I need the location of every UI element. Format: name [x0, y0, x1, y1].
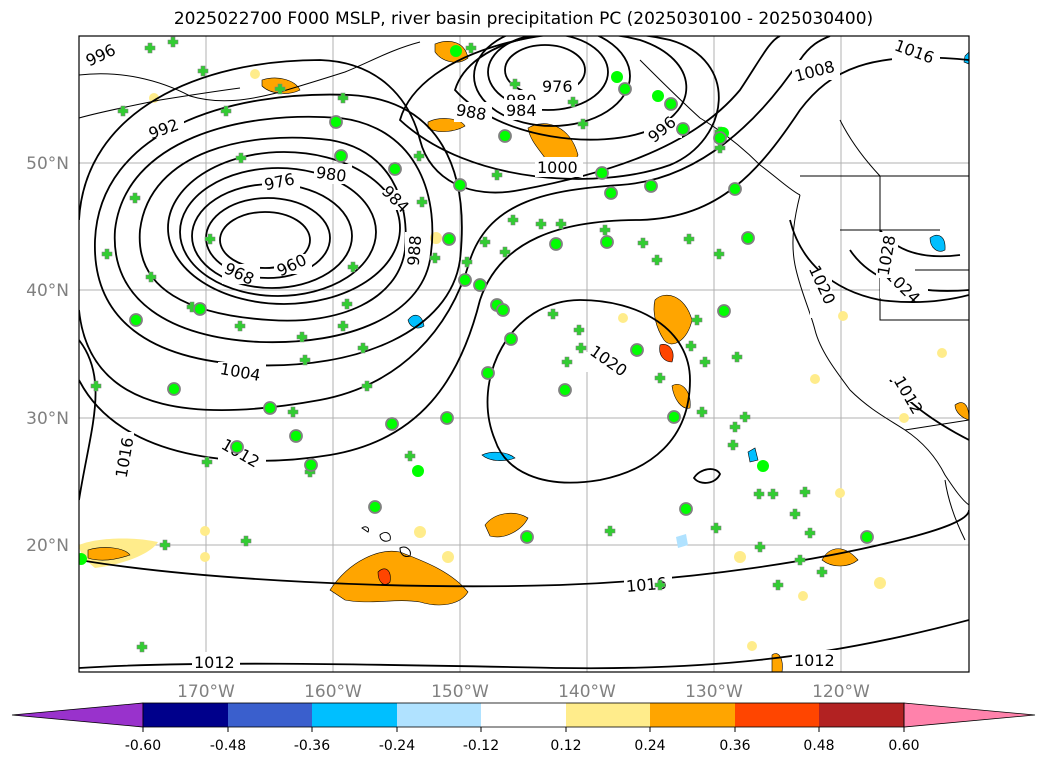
precip-area-east2: [671, 384, 691, 409]
colorbar: -0.60 -0.48 -0.36 -0.24 -0.12 0.12 0.24 …: [11, 702, 1036, 754]
colorbar-tick-label: 0.36: [719, 738, 750, 754]
precip-neg-4: [747, 447, 759, 463]
lon-label-150w: 150°W: [431, 682, 489, 702]
isobar-label-1000: 1000: [537, 158, 578, 177]
colorbar-ticks: [142, 727, 905, 732]
hawaii-island-1: [379, 532, 391, 542]
isobar-north-low-3: [473, 36, 631, 127]
isobar-label-1012-s1: 1012: [194, 653, 235, 672]
isobar-label-1012-s2: 1012: [794, 651, 835, 670]
lat-label-50n: 50°N: [26, 154, 69, 174]
colorbar-tick-label: 0.24: [634, 738, 665, 754]
precip-neg-1: [481, 451, 516, 461]
lat-label-20n: 20°N: [26, 536, 69, 556]
hawaii-island-3: [361, 526, 369, 533]
isobar-label-1016-s: 1016: [625, 573, 667, 595]
isobar-north-low-2: [487, 36, 609, 111]
isobar-1020: [486, 299, 691, 484]
colorbar-tick-label: 0.48: [803, 738, 834, 754]
colorbar-tick-labels: -0.60 -0.48 -0.36 -0.24 -0.12 0.12 0.24 …: [125, 738, 920, 754]
colorbar-extend-low: [11, 702, 144, 728]
isobar-low-8: [94, 93, 463, 367]
colorbar-bin-7: [650, 703, 735, 727]
lon-label-170w: 170°W: [177, 682, 235, 702]
isobar-1016-west: [79, 339, 97, 501]
colorbar-tick-label: 0.60: [888, 738, 919, 754]
colorbar-tick-label: 0.12: [550, 738, 581, 754]
isobar-1004: [79, 36, 781, 221]
precip-neg-3: [929, 235, 946, 252]
lat-label-40n: 40°N: [26, 281, 69, 301]
latitude-labels: 50°N 40°N 30°N 20°N: [26, 154, 69, 556]
colorbar-bin-1: [143, 703, 228, 727]
precip-area-mid: [484, 512, 529, 538]
precip-area-coast: [954, 402, 969, 421]
isobar-1020-east: [789, 219, 969, 303]
precip-area-se: [821, 548, 859, 567]
lon-label-130w: 130°W: [685, 682, 743, 702]
colorbar-frame: [142, 702, 905, 728]
coastline-baja: [944, 479, 966, 541]
colorbar-bin-2: [228, 703, 312, 727]
map-title: 2025022700 F000 MSLP, river basin precip…: [173, 9, 874, 29]
isobar-low-inner-4: [179, 167, 377, 297]
precip-neg-5: [676, 534, 688, 548]
longitude-labels: 170°W 160°W 150°W 140°W 130°W 120°W: [177, 682, 870, 702]
lon-label-140w: 140°W: [558, 682, 616, 702]
precip-core-east: [659, 344, 674, 363]
isobar-label-976-n: 976: [542, 77, 573, 96]
colorbar-tick-label: -0.24: [379, 738, 415, 754]
colorbar-tick-label: -0.12: [463, 738, 499, 754]
isobar-label-980-w: 980: [315, 163, 348, 186]
border-states-1: [879, 176, 969, 321]
map-background: [79, 36, 969, 672]
colorbar-bin-8: [735, 703, 819, 727]
colorbar-bin-4: [397, 703, 481, 727]
gridlines: [79, 36, 969, 672]
colorbar-bin-9: [819, 703, 904, 727]
isobar-label-988-w: 988: [404, 235, 426, 267]
colorbar-tick-label: -0.36: [294, 738, 330, 754]
precip-area-hawaii: [329, 550, 469, 606]
border-mexico: [904, 419, 969, 431]
isobar-1008: [79, 36, 831, 412]
hawaii-island-2: [399, 546, 411, 557]
colorbar-bin-3: [312, 703, 397, 727]
lon-label-160w: 160°W: [304, 682, 362, 702]
station-dot-markers: [79, 45, 874, 565]
colorbar-extend-high: [903, 702, 1036, 728]
isobar-label-984-n: 984: [506, 101, 537, 120]
colorbar-bin-5: [481, 703, 566, 727]
precip-small-patches: [149, 69, 947, 651]
isobar-low-inner-1: [219, 211, 311, 269]
coastline-aleutians: [79, 87, 241, 119]
isobar-north-low-5: [398, 36, 720, 180]
precip-core-hawaii: [377, 568, 391, 585]
colorbar-tick-label: -0.48: [210, 738, 246, 754]
isobar-small-loop: [692, 468, 721, 484]
station-markers: [79, 36, 874, 653]
lat-label-30n: 30°N: [26, 409, 69, 429]
precip-core-west: [87, 547, 131, 561]
coastline-bc: [792, 194, 969, 506]
precip-shading: [79, 41, 969, 672]
map-frame: [78, 35, 970, 673]
station-plus-markers: [90, 36, 828, 653]
border-bc-alberta: [839, 119, 881, 177]
colorbar-tick-label: -0.60: [125, 738, 161, 754]
isobar-low-inner-5: [167, 151, 401, 305]
lon-label-120w: 120°W: [812, 682, 870, 702]
colorbar-bin-6: [566, 703, 650, 727]
